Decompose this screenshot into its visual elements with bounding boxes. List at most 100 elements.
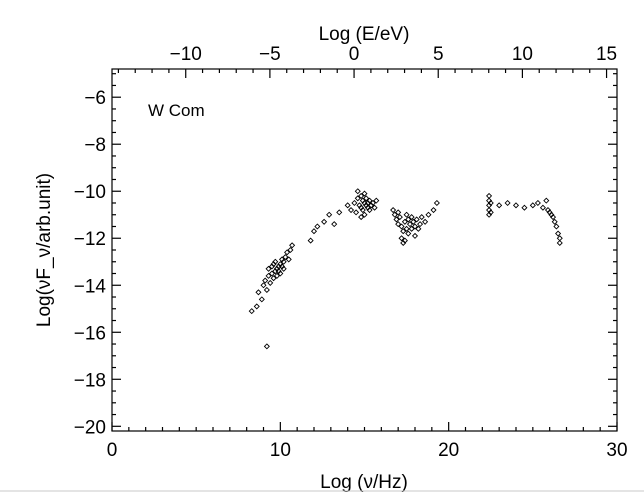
data-point xyxy=(411,232,419,239)
data-point xyxy=(548,211,555,218)
plot-frame xyxy=(111,68,618,432)
data-point xyxy=(413,216,420,223)
data-point xyxy=(553,223,560,230)
data-point xyxy=(255,289,262,296)
data-point xyxy=(253,303,260,310)
data-point xyxy=(486,211,493,218)
data-point xyxy=(373,197,380,204)
data-point xyxy=(395,221,402,228)
x-tick-label: 20 xyxy=(438,440,459,461)
top-x-tick-label: 0 xyxy=(349,44,360,65)
data-point xyxy=(433,199,440,207)
data-point xyxy=(356,202,363,209)
data-point xyxy=(487,209,494,216)
data-point xyxy=(358,214,365,221)
tick-labels: 0 10 20 30 −20 −18 −16 −14 −12 −10 −8 −6 −10 −5 0 5 10 15 xyxy=(74,44,628,461)
data-point xyxy=(278,256,286,263)
data-point xyxy=(263,286,270,293)
data-point xyxy=(248,308,255,315)
data-point xyxy=(285,256,292,263)
data-point xyxy=(393,216,400,223)
y-tick-label: −16 xyxy=(74,323,106,344)
data-point xyxy=(361,211,368,218)
y-tick-label: −18 xyxy=(74,370,106,391)
data-point xyxy=(395,209,402,216)
top-x-tick-label: −5 xyxy=(259,44,281,65)
data-point xyxy=(368,202,375,209)
data-point xyxy=(321,218,328,225)
data-point xyxy=(273,272,281,279)
data-point xyxy=(544,207,552,214)
data-point xyxy=(366,207,373,214)
data-point xyxy=(410,218,417,225)
data-point xyxy=(280,265,287,272)
data-point xyxy=(364,199,371,207)
data-point xyxy=(521,204,528,211)
data-point xyxy=(391,211,398,218)
y-axis-title: Log(νF_ν/arb.unit) xyxy=(34,173,55,327)
data-point xyxy=(336,209,343,216)
data-point xyxy=(363,202,370,209)
data-point xyxy=(398,223,405,230)
x-axis-title: Log (ν/Hz) xyxy=(320,472,408,492)
top-x-tick-label: 5 xyxy=(433,44,444,65)
data-point xyxy=(361,190,368,197)
top-x-tick-label: −10 xyxy=(170,44,202,65)
y-tick-label: −20 xyxy=(74,417,106,438)
data-point xyxy=(512,202,520,209)
data-point xyxy=(546,209,553,216)
data-point xyxy=(265,272,272,279)
data-point xyxy=(529,202,536,209)
source-label: W Com xyxy=(148,101,205,120)
data-point xyxy=(359,197,366,204)
data-point xyxy=(358,204,365,211)
data-point xyxy=(390,207,397,214)
data-point xyxy=(267,279,274,286)
data-point xyxy=(273,265,281,272)
data-point xyxy=(314,223,321,230)
data-point xyxy=(262,277,269,284)
data-point xyxy=(331,221,338,228)
x-tick-label: 0 xyxy=(107,440,118,461)
data-point xyxy=(268,270,275,277)
data-point xyxy=(549,214,557,221)
data-point xyxy=(277,261,284,268)
data-point xyxy=(543,197,550,204)
data-point xyxy=(284,249,291,256)
data-point xyxy=(260,282,267,289)
data-point xyxy=(398,235,405,242)
data-point xyxy=(310,228,318,235)
data-point xyxy=(358,192,365,199)
y-tick-label: −14 xyxy=(74,276,107,297)
data-point xyxy=(275,268,282,275)
data-point xyxy=(326,211,333,218)
data-point xyxy=(280,258,287,265)
data-point xyxy=(258,296,265,303)
data-point xyxy=(487,199,494,207)
data-point xyxy=(270,261,277,268)
data-point xyxy=(403,225,410,232)
data-point xyxy=(278,263,286,270)
data-point xyxy=(418,214,425,221)
data-point xyxy=(347,207,355,214)
data-point xyxy=(417,221,424,228)
data-point xyxy=(534,199,541,207)
data-point xyxy=(371,204,378,211)
data-point xyxy=(369,199,376,207)
data-point xyxy=(401,237,408,244)
data-point xyxy=(539,204,546,211)
x-tick-label: 10 xyxy=(270,440,291,461)
data-point xyxy=(359,207,366,214)
data-point xyxy=(282,254,289,261)
data-point xyxy=(405,216,412,223)
data-point xyxy=(406,221,413,228)
data-point xyxy=(504,199,511,207)
data-point xyxy=(430,207,437,214)
data-point xyxy=(415,225,422,232)
data-point xyxy=(555,230,562,237)
data-point xyxy=(422,218,429,225)
data-point xyxy=(287,246,294,254)
data-point xyxy=(364,204,371,211)
data-point xyxy=(354,195,361,202)
